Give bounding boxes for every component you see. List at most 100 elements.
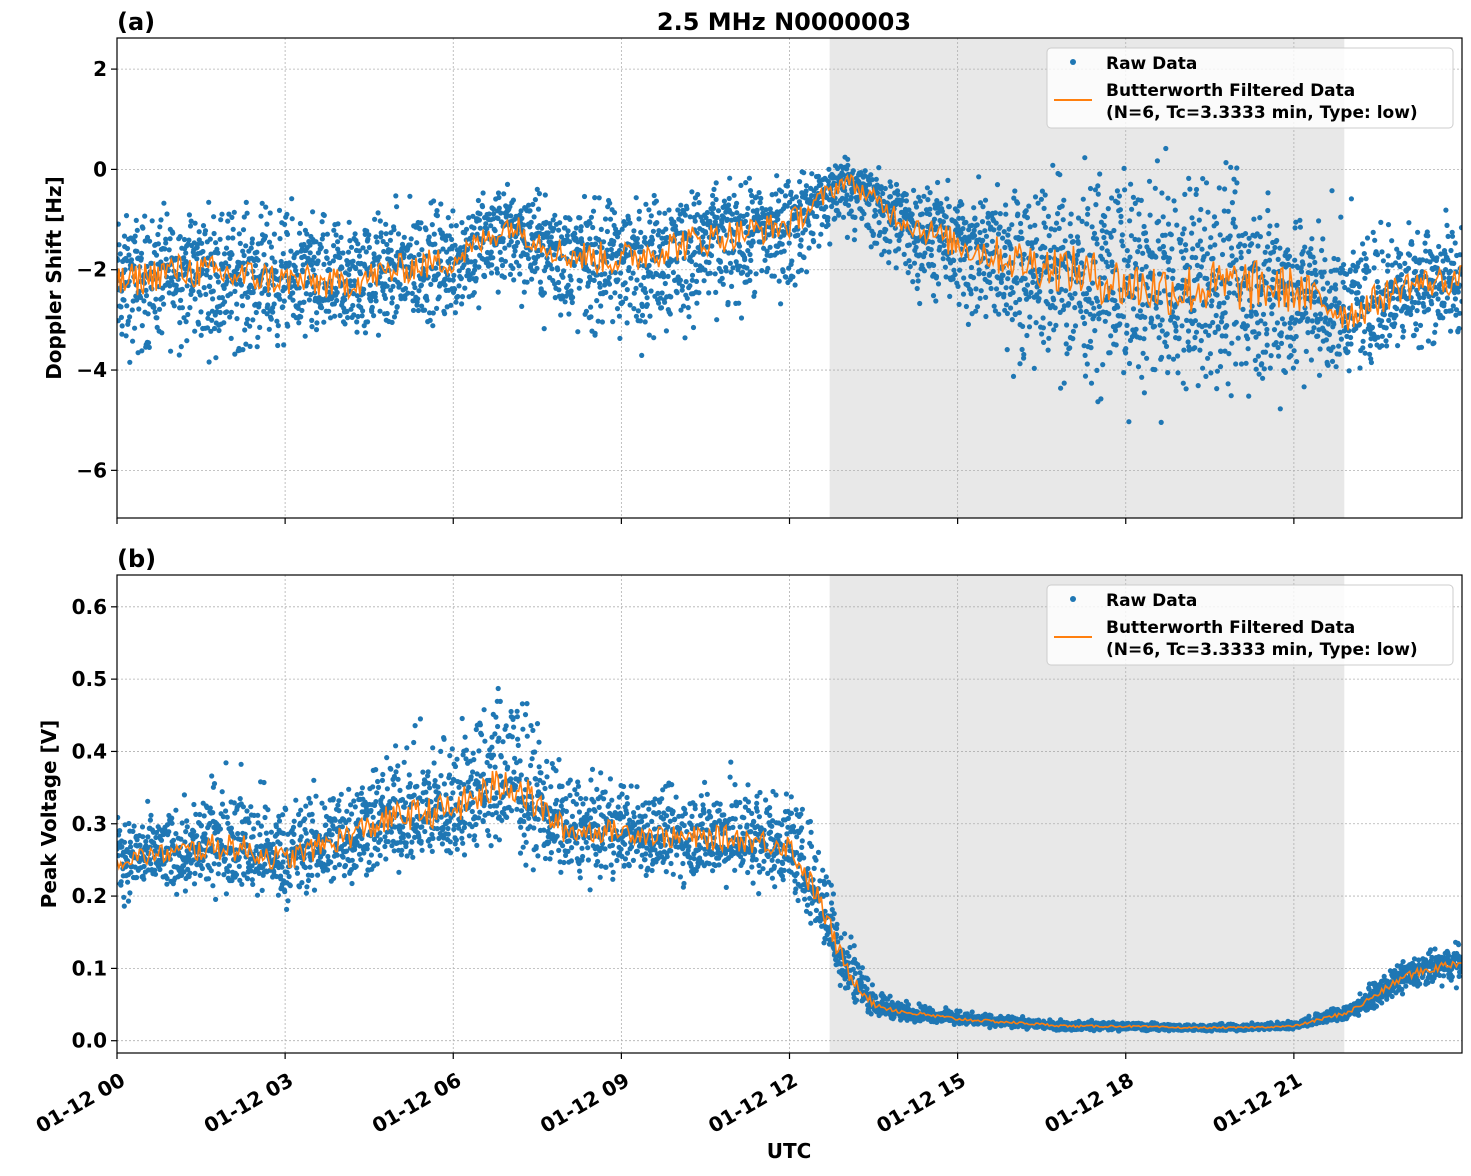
raw-data-point xyxy=(969,265,974,270)
raw-data-point xyxy=(203,228,208,233)
raw-data-point xyxy=(436,272,441,277)
raw-data-point xyxy=(611,239,616,244)
raw-data-point xyxy=(968,246,973,251)
raw-data-point xyxy=(309,318,314,323)
raw-data-point xyxy=(783,193,788,198)
raw-data-point xyxy=(1122,187,1127,192)
raw-data-point xyxy=(999,280,1004,285)
raw-data-point xyxy=(1375,252,1380,257)
raw-data-point xyxy=(1064,351,1069,356)
raw-data-point xyxy=(906,270,911,275)
raw-data-point xyxy=(153,297,158,302)
raw-data-point xyxy=(219,212,224,217)
raw-data-point xyxy=(390,284,395,289)
raw-data-point xyxy=(416,308,421,313)
raw-data-point xyxy=(1182,226,1187,231)
raw-data-point xyxy=(969,291,974,296)
raw-data-point xyxy=(417,226,422,231)
raw-data-point xyxy=(557,220,562,225)
raw-data-point xyxy=(994,286,999,291)
raw-data-point xyxy=(652,193,657,198)
raw-data-point xyxy=(1117,321,1122,326)
raw-data-point xyxy=(1125,248,1130,253)
raw-data-point xyxy=(1161,214,1166,219)
raw-data-point xyxy=(567,217,572,222)
raw-data-point xyxy=(140,834,145,839)
raw-data-point xyxy=(980,204,985,209)
raw-data-point xyxy=(1196,383,1201,388)
raw-data-point xyxy=(1426,307,1431,312)
raw-data-point xyxy=(134,218,139,223)
raw-data-point xyxy=(782,249,787,254)
raw-data-point xyxy=(1175,316,1180,321)
raw-data-point xyxy=(951,258,956,263)
raw-data-point xyxy=(1267,258,1272,263)
raw-data-point xyxy=(645,302,650,307)
raw-data-point xyxy=(1085,361,1090,366)
raw-data-point xyxy=(1054,221,1059,226)
raw-data-point xyxy=(1033,194,1038,199)
raw-data-point xyxy=(1025,215,1030,220)
raw-data-point xyxy=(305,280,310,285)
raw-data-point xyxy=(1210,320,1215,325)
raw-data-point xyxy=(1084,221,1089,226)
raw-data-point xyxy=(328,860,333,865)
raw-data-point xyxy=(190,288,195,293)
raw-data-point xyxy=(172,303,177,308)
raw-data-point xyxy=(159,330,164,335)
raw-data-point xyxy=(459,220,464,225)
raw-data-point xyxy=(1355,290,1360,295)
raw-data-point xyxy=(929,253,934,258)
raw-data-point xyxy=(325,256,330,261)
raw-data-point xyxy=(836,211,841,216)
raw-data-point xyxy=(852,215,857,220)
raw-data-point xyxy=(180,287,185,292)
raw-data-point xyxy=(1092,328,1097,333)
raw-data-point xyxy=(783,275,788,280)
raw-data-point xyxy=(584,309,589,314)
raw-data-point xyxy=(719,269,724,274)
raw-data-point xyxy=(124,333,129,338)
raw-data-point xyxy=(1110,263,1115,268)
raw-data-point xyxy=(1139,198,1144,203)
raw-data-point xyxy=(1331,322,1336,327)
raw-data-point xyxy=(321,849,326,854)
raw-data-point xyxy=(478,226,483,231)
raw-data-point xyxy=(1163,146,1168,151)
raw-data-point xyxy=(1456,289,1461,294)
raw-data-point xyxy=(1199,264,1204,269)
raw-data-point xyxy=(561,268,566,273)
raw-data-point xyxy=(745,206,750,211)
raw-data-point xyxy=(1256,331,1261,336)
raw-data-point xyxy=(1379,318,1384,323)
raw-data-point xyxy=(1081,197,1086,202)
raw-data-point xyxy=(711,206,716,211)
raw-data-point xyxy=(546,230,551,235)
raw-data-point xyxy=(314,327,319,332)
raw-data-point xyxy=(257,301,262,306)
raw-data-point xyxy=(1383,338,1388,343)
raw-data-point xyxy=(1088,345,1093,350)
raw-data-point xyxy=(155,232,160,237)
raw-data-point xyxy=(226,235,231,240)
raw-data-point xyxy=(496,190,501,195)
raw-data-point xyxy=(1022,252,1027,257)
raw-data-point xyxy=(1288,343,1293,348)
raw-data-point xyxy=(691,325,696,330)
raw-data-point xyxy=(1131,306,1136,311)
raw-data-point xyxy=(748,269,753,274)
raw-data-point xyxy=(883,186,888,191)
raw-data-point xyxy=(998,224,1003,229)
raw-data-point xyxy=(260,888,265,893)
raw-data-point xyxy=(1244,314,1249,319)
raw-data-point xyxy=(1392,321,1397,326)
raw-data-point xyxy=(1078,304,1083,309)
raw-data-point xyxy=(1263,350,1268,355)
raw-data-point xyxy=(1434,255,1439,260)
raw-data-point xyxy=(367,245,372,250)
raw-data-point xyxy=(1011,374,1016,379)
raw-data-point xyxy=(1415,308,1420,313)
raw-data-point xyxy=(146,340,151,345)
raw-data-point xyxy=(1070,336,1075,341)
raw-data-point xyxy=(278,841,283,846)
